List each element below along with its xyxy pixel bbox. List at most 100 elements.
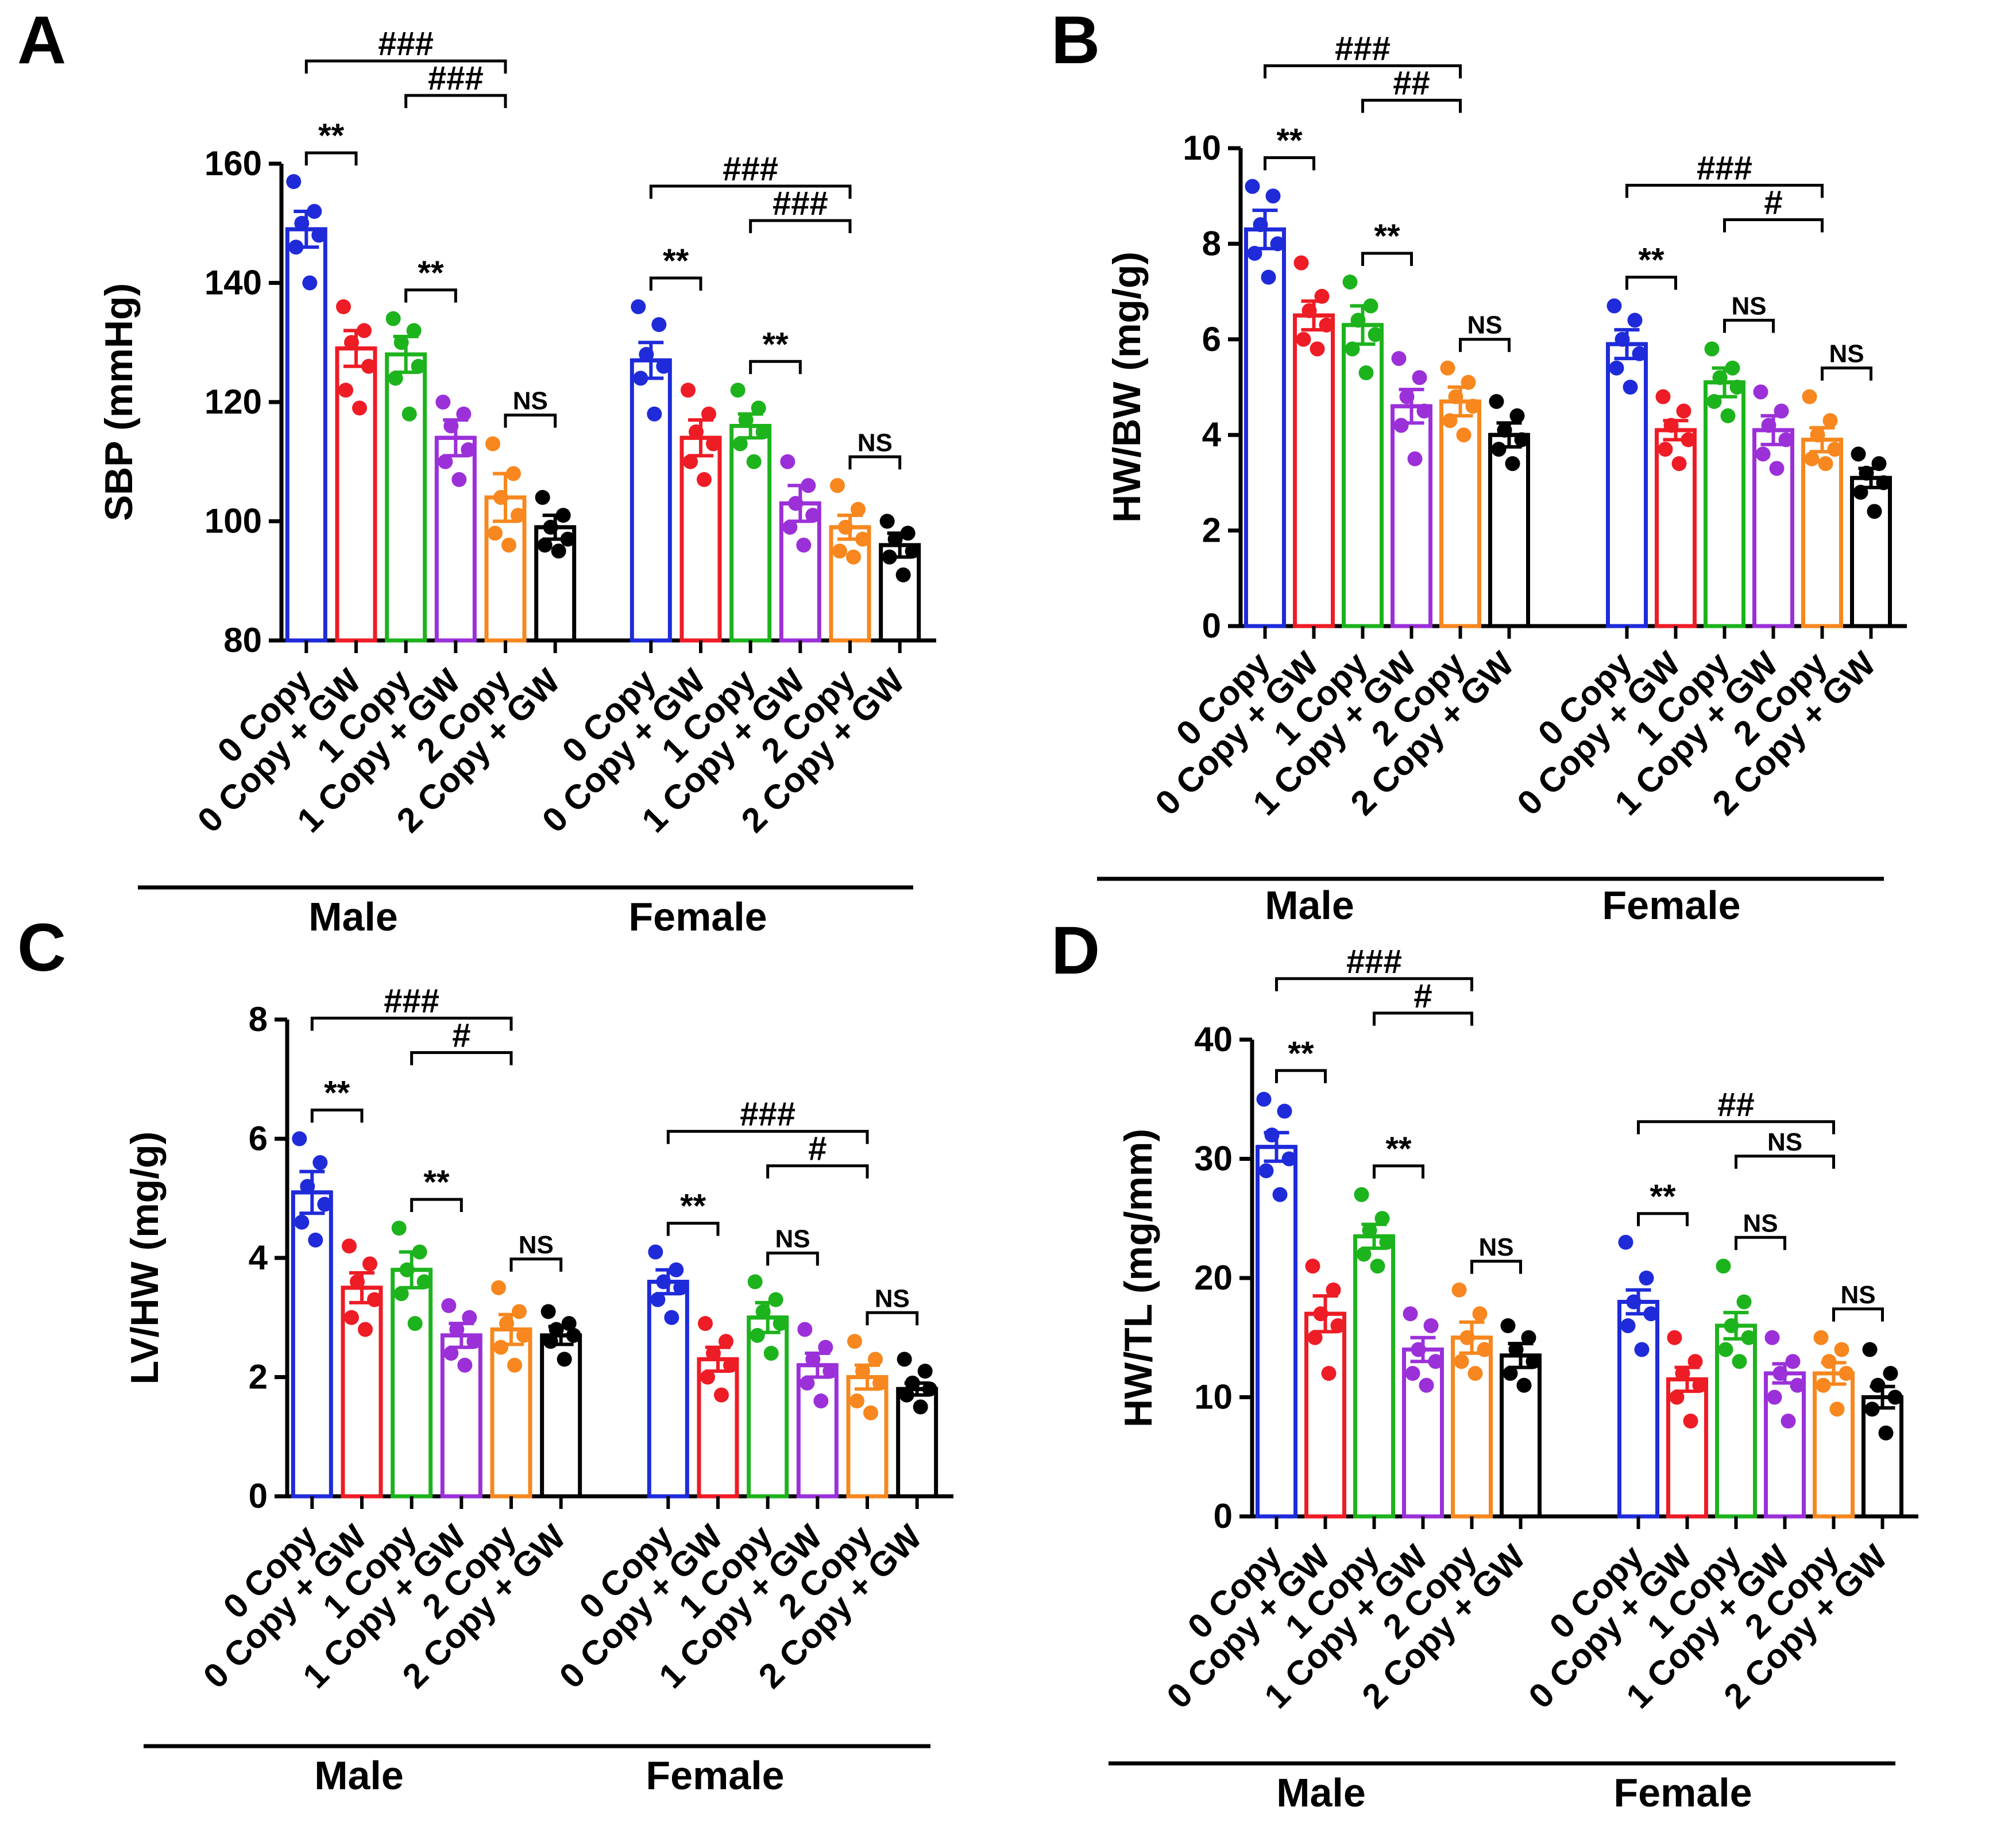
data-point — [1368, 327, 1383, 342]
data-point — [560, 531, 576, 547]
data-point — [1821, 1354, 1837, 1369]
data-point — [1851, 446, 1866, 462]
data-point — [1712, 370, 1728, 385]
significance-label: ### — [1335, 30, 1391, 68]
data-point — [872, 1375, 887, 1391]
data-point — [1827, 442, 1843, 457]
group-label: Female — [646, 1753, 784, 1798]
significance-bracket — [1373, 1012, 1473, 1026]
data-point — [800, 1375, 815, 1391]
data-point — [435, 395, 451, 410]
bar — [1813, 1371, 1855, 1519]
data-point — [899, 1387, 914, 1403]
data-point — [294, 215, 310, 231]
data-point — [461, 442, 476, 457]
data-point — [1606, 298, 1622, 314]
data-point — [1440, 360, 1455, 376]
y-tick-label: 4 — [249, 1238, 268, 1277]
data-point — [1667, 1330, 1682, 1345]
significance-label: ** — [663, 242, 689, 280]
data-point — [1813, 1330, 1829, 1345]
significance-label: NS — [1731, 292, 1766, 320]
data-point — [551, 543, 566, 559]
data-point — [1477, 1342, 1492, 1357]
significance-bracket — [1264, 156, 1315, 171]
data-point — [367, 1292, 382, 1307]
data-point — [1461, 375, 1476, 390]
data-point — [443, 1346, 459, 1361]
data-point — [1706, 393, 1722, 409]
group-label: Male — [1265, 883, 1354, 928]
data-point — [1887, 1389, 1903, 1405]
data-point — [1876, 475, 1891, 491]
significance-label: ### — [1346, 943, 1402, 980]
data-point — [292, 1131, 307, 1146]
data-point — [755, 424, 771, 439]
data-point — [491, 1280, 506, 1295]
data-point — [1521, 1330, 1536, 1345]
data-point — [451, 472, 467, 487]
data-point — [747, 1274, 763, 1290]
significance-bracket — [1821, 366, 1872, 381]
data-point — [1671, 456, 1687, 472]
bar — [490, 1327, 532, 1499]
significance-label: ### — [1697, 150, 1752, 187]
data-point — [1753, 384, 1768, 400]
y-tick-label: 0 — [249, 1477, 268, 1515]
data-point — [1356, 1246, 1372, 1262]
data-point — [344, 335, 359, 350]
bar — [1704, 380, 1745, 628]
data-point — [1785, 1354, 1801, 1369]
data-point — [1319, 317, 1334, 333]
data-point — [338, 383, 353, 398]
significance-label: ** — [1385, 1130, 1412, 1168]
data-point — [805, 508, 821, 523]
significance-label: NS — [1829, 340, 1864, 368]
data-point — [863, 1405, 878, 1420]
data-point — [288, 240, 304, 255]
data-point — [723, 1357, 738, 1373]
data-point — [780, 454, 795, 469]
data-point — [1491, 442, 1507, 457]
data-point — [905, 543, 920, 559]
data-point — [651, 317, 667, 333]
y-tick-label: 8 — [249, 1000, 268, 1039]
significance-label: # — [452, 1017, 470, 1055]
data-point — [673, 1280, 689, 1295]
data-point — [782, 519, 798, 535]
data-point — [1456, 427, 1472, 443]
data-point — [683, 454, 698, 469]
data-point — [1790, 1377, 1805, 1393]
data-point — [456, 406, 472, 422]
data-point — [1618, 1234, 1633, 1250]
data-point — [566, 1327, 581, 1343]
data-point — [1350, 312, 1366, 328]
data-point — [1374, 1211, 1390, 1226]
significance-bracket — [1459, 338, 1511, 352]
significance-bracket — [1361, 252, 1413, 266]
data-point — [1314, 288, 1330, 304]
significance-label: NS — [1767, 1128, 1802, 1156]
significance-bracket — [410, 1198, 463, 1213]
data-point — [698, 1316, 713, 1331]
significance-label: NS — [875, 1284, 910, 1312]
data-point — [488, 526, 503, 541]
data-point — [466, 1334, 482, 1349]
y-tick-label: 6 — [249, 1119, 268, 1158]
data-point — [1330, 1318, 1346, 1333]
data-point — [308, 1232, 323, 1248]
y-tick-label: 40 — [1194, 1020, 1233, 1059]
data-point — [1305, 1258, 1320, 1274]
data-point — [1761, 418, 1776, 433]
group-label: Female — [628, 894, 767, 939]
data-point — [1658, 442, 1673, 457]
y-axis-label: HW/TL (mg/mm) — [1117, 1129, 1160, 1427]
data-point — [1454, 1354, 1469, 1369]
significance-label: ### — [740, 1096, 795, 1133]
data-point — [1867, 504, 1882, 519]
data-point — [441, 1298, 457, 1313]
bar — [679, 435, 722, 643]
data-point — [1321, 1366, 1337, 1381]
significance-bracket — [304, 59, 507, 74]
